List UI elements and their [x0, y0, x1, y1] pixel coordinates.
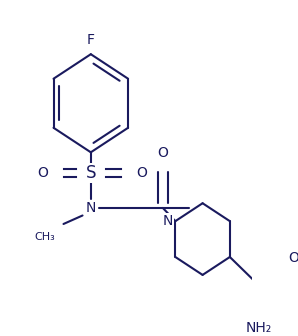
Text: O: O — [137, 166, 148, 180]
Text: N: N — [162, 214, 173, 228]
Text: S: S — [86, 164, 96, 182]
Text: O: O — [289, 251, 298, 265]
Text: CH₃: CH₃ — [35, 233, 55, 243]
Text: NH₂: NH₂ — [246, 321, 272, 335]
Text: F: F — [87, 33, 95, 47]
Text: O: O — [37, 166, 48, 180]
Text: N: N — [86, 201, 96, 215]
Text: O: O — [157, 146, 168, 160]
